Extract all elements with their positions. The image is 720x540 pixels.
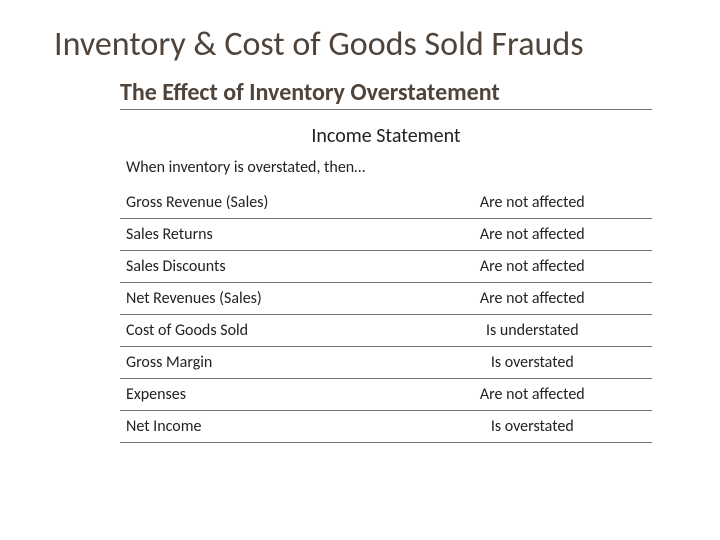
content-area: The Effect of Inventory Overstatement In… <box>120 78 652 443</box>
table-heading: Income Statement <box>120 124 652 148</box>
item-cell: Gross Revenue (Sales) <box>120 187 413 219</box>
table-row: Cost of Goods Sold Is understated <box>120 315 652 347</box>
table-row: Gross Margin Is overstated <box>120 347 652 379</box>
item-cell: Expenses <box>120 379 413 411</box>
effects-table-body: Gross Revenue (Sales) Are not affected S… <box>120 187 652 443</box>
table-row: Net Revenues (Sales) Are not affected <box>120 283 652 315</box>
table-row: Sales Returns Are not affected <box>120 219 652 251</box>
effect-cell: Is overstated <box>413 347 652 379</box>
item-cell: Cost of Goods Sold <box>120 315 413 347</box>
slide-title: Inventory & Cost of Goods Sold Frauds <box>54 26 680 64</box>
table-row: Sales Discounts Are not affected <box>120 251 652 283</box>
table-row: Net Income Is overstated <box>120 411 652 443</box>
intro-text: When inventory is overstated, then… <box>126 158 652 177</box>
effect-cell: Are not affected <box>413 251 652 283</box>
item-cell: Gross Margin <box>120 347 413 379</box>
item-cell: Sales Discounts <box>120 251 413 283</box>
effect-cell: Are not affected <box>413 379 652 411</box>
item-cell: Net Income <box>120 411 413 443</box>
item-cell: Sales Returns <box>120 219 413 251</box>
subtitle-underline <box>120 109 652 110</box>
effect-cell: Are not affected <box>413 219 652 251</box>
effect-cell: Are not affected <box>413 283 652 315</box>
effects-table: Gross Revenue (Sales) Are not affected S… <box>120 187 652 443</box>
slide: Inventory & Cost of Goods Sold Frauds Th… <box>0 0 720 540</box>
table-row: Expenses Are not affected <box>120 379 652 411</box>
table-row: Gross Revenue (Sales) Are not affected <box>120 187 652 219</box>
effect-cell: Is understated <box>413 315 652 347</box>
item-cell: Net Revenues (Sales) <box>120 283 413 315</box>
effect-cell: Is overstated <box>413 411 652 443</box>
slide-subtitle: The Effect of Inventory Overstatement <box>120 78 652 107</box>
effect-cell: Are not affected <box>413 187 652 219</box>
